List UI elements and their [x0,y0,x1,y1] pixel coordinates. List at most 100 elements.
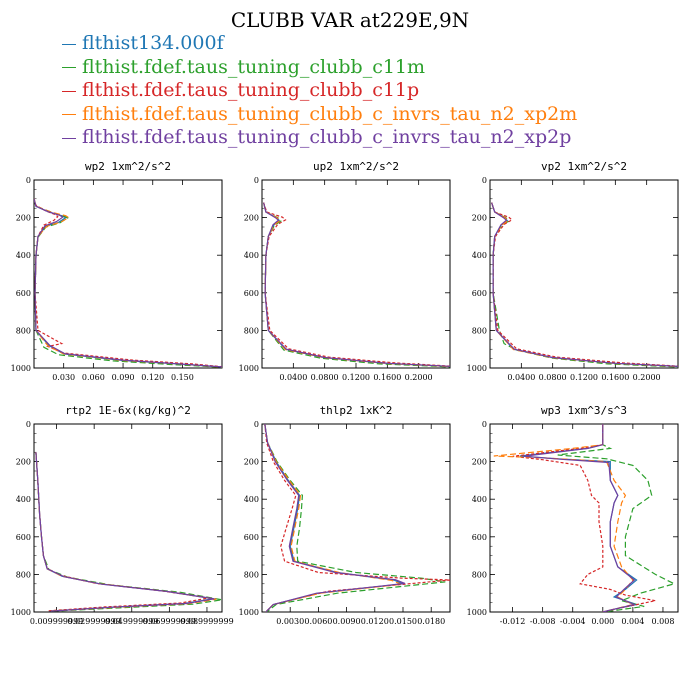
legend-label: flthist.fdef.taus_tuning_clubb_c_invrs_t… [82,102,578,125]
chart-panel: up2 1xm^2/s^2 0 200 400 600 800 1000 0.0400 0.08… [239,160,451,382]
series-line [263,202,450,367]
y-tick-label: 600 [16,533,31,542]
legend-swatch [62,67,76,68]
y-tick-label: 0 [482,176,487,185]
x-tick-label: 0.0060 [304,617,332,626]
y-tick-label: 0 [26,176,31,185]
series-line [263,202,450,368]
x-tick-label: 0.0150 [389,617,417,626]
series-line [35,452,209,612]
series-line [491,202,678,368]
series-line [263,202,450,368]
x-tick-label: 0.0180 [417,617,445,626]
y-tick-label: 1000 [11,608,31,617]
series-line [263,202,450,368]
legend-label: flthist.fdef.taus_tuning_clubb_c_invrs_t… [82,126,572,148]
x-tick-label: 0.120 [141,373,164,382]
panel-title: wp3 1xm^3/s^3 [541,404,627,417]
x-tick-label: 0.030 [52,373,75,382]
panel-title: wp2 1xm^2/s^2 [85,160,171,173]
y-tick-label: 800 [16,570,31,579]
x-tick-label: 0.004 [621,617,644,626]
x-tick-label: 0.0800 [539,373,567,382]
x-tick-label: 0.029999999 [67,617,120,626]
chart-panel: wp3 1xm^3/s^3 0 200 400 600 800 1000 -0.012 -0.0… [467,404,679,626]
legend-swatch [62,43,76,45]
series-line [523,424,637,612]
y-tick-label: 200 [472,214,487,223]
series-line [263,202,450,367]
y-tick-label: 200 [472,458,487,467]
series-line [34,198,222,368]
panel-title: thlp2 1xK^2 [320,404,393,417]
chart-panel: wp2 1xm^2/s^2 0 200 400 600 800 1000 0.030 0.060… [11,160,223,382]
series-line [264,424,446,612]
series-line [264,424,406,612]
series-line [491,202,678,367]
series-line [34,198,222,368]
legend-swatch [62,114,76,115]
x-tick-label: 0.2000 [405,373,433,382]
legend-swatch [62,90,76,92]
plot-frame [33,179,223,369]
legend-swatch [62,137,76,139]
x-tick-label: 0.2000 [633,373,661,382]
y-tick-label: 400 [472,495,487,504]
series-line [493,424,635,612]
panel-title: vp2 1xm^2/s^2 [541,160,627,173]
y-tick-label: 1000 [467,608,487,617]
x-tick-label: 0.0090 [333,617,361,626]
series-line [264,424,404,612]
y-tick-label: 600 [16,289,31,298]
x-tick-label: -0.012 [500,617,526,626]
series-line [491,202,678,368]
chart-panel: vp2 1xm^2/s^2 0 200 400 600 800 1000 0.0400 0.08… [467,160,679,382]
y-tick-label: 400 [16,495,31,504]
y-tick-label: 200 [16,458,31,467]
y-tick-label: 200 [16,214,31,223]
y-tick-label: 400 [472,251,487,260]
series-line [491,202,678,367]
y-tick-label: 1000 [239,608,259,617]
y-tick-label: 800 [472,570,487,579]
x-tick-label: 0.060 [82,373,105,382]
y-tick-label: 800 [16,326,31,335]
legend-label: flthist134.000f [82,32,224,54]
chart-panel: rtp2 1E-6x(kg/kg)^2 0 200 400 600 800 10000.00… [11,404,234,626]
series-line [34,198,222,368]
y-tick-label: 1000 [239,364,259,373]
series-line [264,424,402,612]
legend-item: flthist134.000f [62,32,577,56]
x-tick-label: 0.1600 [601,373,629,382]
x-tick-label: 0.0120 [361,617,389,626]
chart-panel: thlp2 1xK^2 0 200 400 600 800 1000 0.0030 0.0060… [239,404,451,626]
legend-item: flthist.fdef.taus_tuning_clubb_c11m [62,56,577,80]
x-tick-label: 0.1200 [342,373,370,382]
series-line [491,202,678,368]
y-tick-label: 1000 [11,364,31,373]
y-tick-label: 0 [482,420,487,429]
figure-title: CLUBB VAR at229E,9N [230,8,470,32]
legend-label: flthist.fdef.taus_tuning_clubb_c11m [82,55,426,78]
x-tick-label: 0.008 [652,617,675,626]
legend-item: flthist.fdef.taus_tuning_clubb_c_invrs_t… [62,126,577,150]
y-tick-label: 600 [244,533,259,542]
series-line [35,452,215,612]
plot-frame [261,423,451,613]
panel-title: rtp2 1E-6x(kg/kg)^2 [65,404,191,417]
y-tick-label: 400 [244,495,259,504]
x-tick-label: 0.1200 [570,373,598,382]
y-tick-label: 400 [244,251,259,260]
x-tick-label: 0.089999999 [180,617,233,626]
plot-frame [489,179,679,369]
legend-item: flthist.fdef.taus_tuning_clubb_c11p [62,79,577,103]
y-tick-label: 0 [254,176,259,185]
x-tick-label: 0.069999999 [143,617,196,626]
y-tick-label: 1000 [467,364,487,373]
y-tick-label: 200 [244,458,259,467]
x-tick-label: 0.0030 [276,617,304,626]
x-tick-label: 0.090 [112,373,135,382]
x-tick-label: -0.004 [560,617,586,626]
y-tick-label: 800 [472,326,487,335]
y-tick-label: 800 [244,570,259,579]
